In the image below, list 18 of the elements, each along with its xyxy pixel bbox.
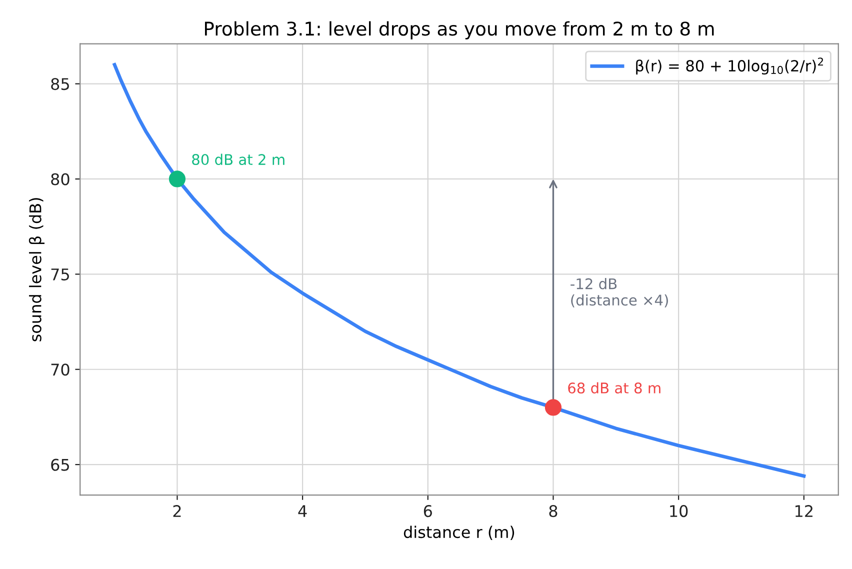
chart-title: Problem 3.1: level drops as you move from 2 m to 8 m	[205, 21, 714, 40]
legend-label: β(r) = 80 + 10log$_{10}$(2/r)$^{2}$	[636, 58, 823, 75]
annotation: 68 dB at 8 m	[568, 382, 660, 394]
annotation: 80 dB at 2 m	[192, 154, 284, 166]
x-tick-label: 12	[795, 505, 812, 517]
x-tick-label: 8	[549, 505, 558, 518]
y-axis-title: sound level β (dB)	[28, 198, 44, 342]
x-tick-label: 2	[173, 505, 181, 517]
y-tick-label: 75	[51, 268, 69, 280]
annotation: -12 dB (distance ×4)	[570, 278, 668, 308]
x-tick-label: 10	[670, 505, 688, 518]
y-tick-label: 65	[51, 458, 69, 471]
y-tick-label: 80	[51, 173, 70, 186]
x-tick-label: 4	[298, 505, 307, 517]
y-tick-label: 85	[51, 78, 69, 90]
x-tick-label: 6	[424, 505, 432, 518]
y-tick-label: 70	[51, 364, 70, 376]
x-axis-title: distance r (m)	[404, 526, 514, 540]
